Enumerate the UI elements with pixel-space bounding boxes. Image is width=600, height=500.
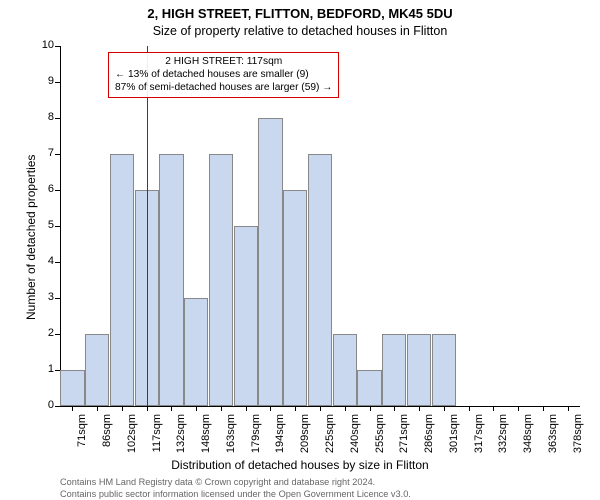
- footer-line-2: Contains public sector information licen…: [60, 489, 411, 499]
- y-tick-mark: [55, 226, 60, 227]
- y-tick-mark: [55, 334, 60, 335]
- x-tick-mark: [72, 406, 73, 411]
- x-tick-mark: [246, 406, 247, 411]
- x-axis-title: Distribution of detached houses by size …: [0, 458, 600, 472]
- x-tick-mark: [171, 406, 172, 411]
- histogram-bar: [258, 118, 282, 406]
- x-tick-mark: [97, 406, 98, 411]
- x-tick-mark: [444, 406, 445, 411]
- y-tick-mark: [55, 82, 60, 83]
- x-tick-label: 363sqm: [547, 414, 559, 464]
- y-tick-mark: [55, 406, 60, 407]
- x-tick-mark: [345, 406, 346, 411]
- x-tick-label: 132sqm: [175, 414, 187, 464]
- histogram-bar: [432, 334, 456, 406]
- y-tick-mark: [55, 190, 60, 191]
- x-tick-label: 71sqm: [76, 414, 88, 464]
- y-tick-label: 0: [24, 399, 54, 411]
- x-tick-label: 163sqm: [225, 414, 237, 464]
- x-tick-label: 86sqm: [101, 414, 113, 464]
- x-tick-label: 317sqm: [473, 414, 485, 464]
- x-tick-label: 332sqm: [497, 414, 509, 464]
- histogram-bar: [85, 334, 109, 406]
- histogram-bar: [333, 334, 357, 406]
- y-tick-label: 8: [24, 111, 54, 123]
- annotation-line-1: 2 HIGH STREET: 117sqm: [115, 56, 332, 69]
- x-tick-label: 209sqm: [299, 414, 311, 464]
- x-tick-label: 271sqm: [398, 414, 410, 464]
- y-axis-line: [60, 46, 61, 406]
- x-tick-mark: [469, 406, 470, 411]
- y-tick-label: 9: [24, 75, 54, 87]
- annotation-line-3: 87% of semi-detached houses are larger (…: [115, 82, 332, 95]
- x-tick-mark: [543, 406, 544, 411]
- y-tick-mark: [55, 262, 60, 263]
- x-tick-mark: [221, 406, 222, 411]
- y-tick-mark: [55, 118, 60, 119]
- x-tick-mark: [196, 406, 197, 411]
- annotation-box: 2 HIGH STREET: 117sqm← 13% of detached h…: [108, 52, 339, 98]
- y-tick-mark: [55, 46, 60, 47]
- y-tick-label: 5: [24, 219, 54, 231]
- chart-title-main: 2, HIGH STREET, FLITTON, BEDFORD, MK45 5…: [0, 6, 600, 21]
- x-tick-mark: [147, 406, 148, 411]
- y-tick-label: 3: [24, 291, 54, 303]
- y-tick-label: 10: [24, 39, 54, 51]
- chart-title-sub: Size of property relative to detached ho…: [0, 24, 600, 38]
- histogram-bar: [234, 226, 258, 406]
- x-tick-label: 286sqm: [423, 414, 435, 464]
- x-tick-mark: [370, 406, 371, 411]
- y-tick-label: 2: [24, 327, 54, 339]
- x-tick-label: 225sqm: [324, 414, 336, 464]
- histogram-bar: [407, 334, 431, 406]
- x-tick-label: 179sqm: [250, 414, 262, 464]
- x-tick-mark: [122, 406, 123, 411]
- x-tick-mark: [493, 406, 494, 411]
- x-tick-label: 301sqm: [448, 414, 460, 464]
- x-tick-label: 148sqm: [200, 414, 212, 464]
- histogram-bar: [184, 298, 208, 406]
- y-tick-label: 1: [24, 363, 54, 375]
- histogram-bar: [357, 370, 381, 406]
- y-tick-mark: [55, 154, 60, 155]
- x-tick-mark: [320, 406, 321, 411]
- histogram-bar: [110, 154, 134, 406]
- x-tick-label: 348sqm: [522, 414, 534, 464]
- x-tick-label: 194sqm: [274, 414, 286, 464]
- x-tick-mark: [518, 406, 519, 411]
- y-tick-mark: [55, 298, 60, 299]
- histogram-bar: [60, 370, 84, 406]
- x-tick-mark: [270, 406, 271, 411]
- histogram-bar: [159, 154, 183, 406]
- x-tick-mark: [419, 406, 420, 411]
- x-tick-mark: [394, 406, 395, 411]
- histogram-bar: [382, 334, 406, 406]
- x-tick-label: 378sqm: [572, 414, 584, 464]
- x-tick-mark: [568, 406, 569, 411]
- chart-container: 2, HIGH STREET, FLITTON, BEDFORD, MK45 5…: [0, 0, 600, 500]
- x-tick-label: 255sqm: [374, 414, 386, 464]
- x-tick-label: 117sqm: [151, 414, 163, 464]
- property-marker-line: [147, 46, 148, 406]
- x-tick-label: 240sqm: [349, 414, 361, 464]
- histogram-bar: [283, 190, 307, 406]
- x-tick-mark: [295, 406, 296, 411]
- y-tick-label: 4: [24, 255, 54, 267]
- histogram-bar: [308, 154, 332, 406]
- y-tick-label: 6: [24, 183, 54, 195]
- annotation-line-2: ← 13% of detached houses are smaller (9): [115, 69, 332, 82]
- y-tick-label: 7: [24, 147, 54, 159]
- histogram-bar: [209, 154, 233, 406]
- x-tick-label: 102sqm: [126, 414, 138, 464]
- footer-line-1: Contains HM Land Registry data © Crown c…: [60, 477, 375, 487]
